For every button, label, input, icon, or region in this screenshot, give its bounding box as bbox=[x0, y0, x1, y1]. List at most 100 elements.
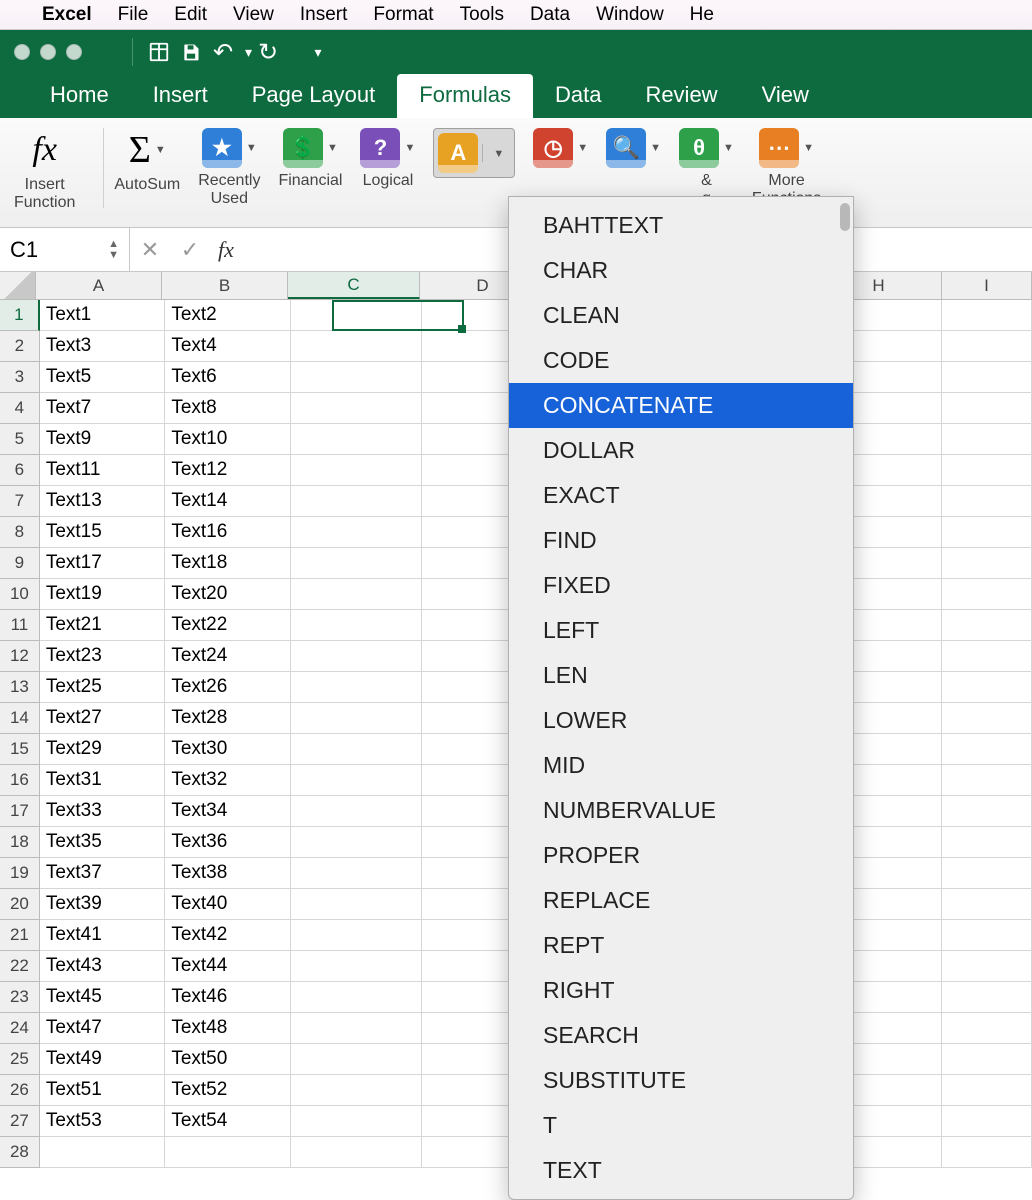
recently-used-button[interactable]: ★▼ Recently Used bbox=[198, 128, 260, 209]
cell[interactable]: Text33 bbox=[40, 796, 166, 827]
dropdown-item[interactable]: EXACT bbox=[509, 473, 853, 518]
chevron-down-icon[interactable]: ▼ bbox=[803, 142, 814, 154]
cell[interactable] bbox=[291, 641, 422, 672]
dropdown-item[interactable]: CONCATENATE bbox=[509, 383, 853, 428]
logical-button[interactable]: ?▼ Logical bbox=[360, 128, 415, 190]
cell[interactable] bbox=[291, 1044, 422, 1075]
cell[interactable] bbox=[291, 765, 422, 796]
lookup-button[interactable]: 🔍▼ bbox=[606, 128, 661, 168]
cell[interactable]: Text10 bbox=[165, 424, 291, 455]
cell[interactable]: Text20 bbox=[165, 579, 291, 610]
row-header[interactable]: 14 bbox=[0, 703, 40, 734]
cell[interactable]: Text53 bbox=[40, 1106, 166, 1137]
dropdown-item[interactable]: CODE bbox=[509, 338, 853, 383]
column-header[interactable]: B bbox=[162, 272, 288, 299]
cell[interactable]: Text2 bbox=[165, 300, 291, 331]
cell[interactable] bbox=[291, 796, 422, 827]
chevron-down-icon[interactable]: ▼ bbox=[404, 142, 415, 154]
dropdown-item[interactable]: CLEAN bbox=[509, 293, 853, 338]
cell[interactable] bbox=[942, 579, 1032, 610]
cell[interactable] bbox=[291, 486, 422, 517]
cell[interactable] bbox=[942, 331, 1032, 362]
row-header[interactable]: 26 bbox=[0, 1075, 40, 1106]
cell[interactable] bbox=[291, 393, 422, 424]
cell[interactable]: Text40 bbox=[165, 889, 291, 920]
chevron-down-icon[interactable]: ▼ bbox=[723, 142, 734, 154]
dropdown-item[interactable]: LOWER bbox=[509, 698, 853, 743]
mac-menu-item[interactable]: Tools bbox=[460, 4, 504, 25]
name-box[interactable]: C1 ▲▼ bbox=[0, 228, 130, 271]
fx-icon[interactable]: fx bbox=[218, 237, 234, 263]
cell[interactable]: Text5 bbox=[40, 362, 166, 393]
cell[interactable] bbox=[942, 1075, 1032, 1106]
cell[interactable]: Text23 bbox=[40, 641, 166, 672]
cell[interactable]: Text13 bbox=[40, 486, 166, 517]
cell[interactable]: Text47 bbox=[40, 1013, 166, 1044]
cell[interactable]: Text46 bbox=[165, 982, 291, 1013]
cell[interactable] bbox=[942, 1137, 1032, 1168]
mac-menu-item[interactable]: Format bbox=[373, 4, 433, 25]
cell[interactable]: Text29 bbox=[40, 734, 166, 765]
cell[interactable] bbox=[942, 300, 1032, 331]
cell[interactable] bbox=[942, 641, 1032, 672]
dropdown-item[interactable]: PROPER bbox=[509, 833, 853, 878]
column-header[interactable]: C bbox=[288, 272, 420, 299]
ribbon-tab-insert[interactable]: Insert bbox=[131, 74, 230, 118]
mac-menu-item[interactable]: File bbox=[118, 4, 149, 25]
dropdown-item[interactable]: REPLACE bbox=[509, 878, 853, 923]
cell[interactable]: Text25 bbox=[40, 672, 166, 703]
chevron-down-icon[interactable]: ▼ bbox=[577, 142, 588, 154]
dropdown-item[interactable]: FIND bbox=[509, 518, 853, 563]
row-header[interactable]: 2 bbox=[0, 331, 40, 362]
text-functions-button[interactable]: A ▼ bbox=[433, 128, 515, 178]
cell[interactable] bbox=[942, 951, 1032, 982]
cell[interactable] bbox=[291, 734, 422, 765]
cell[interactable]: Text51 bbox=[40, 1075, 166, 1106]
cell[interactable]: Text17 bbox=[40, 548, 166, 579]
dropdown-item[interactable]: TEXT bbox=[509, 1148, 853, 1193]
cell[interactable]: Text34 bbox=[165, 796, 291, 827]
cell[interactable] bbox=[291, 982, 422, 1013]
mac-menu-item[interactable]: Edit bbox=[174, 4, 207, 25]
financial-button[interactable]: 💲▼ Financial bbox=[278, 128, 342, 190]
cell[interactable] bbox=[942, 424, 1032, 455]
cell[interactable]: Text1 bbox=[40, 300, 166, 331]
chevron-down-icon[interactable]: ▼ bbox=[650, 142, 661, 154]
row-header[interactable]: 11 bbox=[0, 610, 40, 641]
cell[interactable]: Text37 bbox=[40, 858, 166, 889]
row-header[interactable]: 10 bbox=[0, 579, 40, 610]
cell[interactable]: Text45 bbox=[40, 982, 166, 1013]
cell[interactable] bbox=[942, 982, 1032, 1013]
dropdown-item[interactable]: MID bbox=[509, 743, 853, 788]
row-header[interactable]: 7 bbox=[0, 486, 40, 517]
cell[interactable]: Text21 bbox=[40, 610, 166, 641]
cell[interactable] bbox=[942, 610, 1032, 641]
cell[interactable]: Text16 bbox=[165, 517, 291, 548]
cancel-icon[interactable]: ✕ bbox=[130, 237, 170, 263]
cell[interactable] bbox=[942, 858, 1032, 889]
dropdown-scrollbar[interactable] bbox=[840, 203, 850, 1193]
cell[interactable]: Text31 bbox=[40, 765, 166, 796]
cell[interactable] bbox=[942, 393, 1032, 424]
cell[interactable]: Text3 bbox=[40, 331, 166, 362]
row-header[interactable]: 3 bbox=[0, 362, 40, 393]
row-header[interactable]: 27 bbox=[0, 1106, 40, 1137]
cell[interactable]: Text49 bbox=[40, 1044, 166, 1075]
cell[interactable] bbox=[291, 951, 422, 982]
row-header[interactable]: 1 bbox=[0, 300, 40, 331]
cell[interactable] bbox=[942, 1044, 1032, 1075]
ribbon-tab-review[interactable]: Review bbox=[623, 74, 739, 118]
cell[interactable]: Text30 bbox=[165, 734, 291, 765]
cell[interactable]: Text48 bbox=[165, 1013, 291, 1044]
cell[interactable]: Text52 bbox=[165, 1075, 291, 1106]
cell[interactable] bbox=[291, 1137, 422, 1168]
cell[interactable] bbox=[942, 796, 1032, 827]
cell[interactable] bbox=[165, 1137, 291, 1168]
cell[interactable] bbox=[942, 703, 1032, 734]
ribbon-tab-formulas[interactable]: Formulas bbox=[397, 74, 533, 118]
row-header[interactable]: 21 bbox=[0, 920, 40, 951]
cell[interactable] bbox=[291, 300, 422, 331]
cell[interactable] bbox=[291, 362, 422, 393]
workbook-icon[interactable] bbox=[143, 38, 175, 66]
cell[interactable]: Text35 bbox=[40, 827, 166, 858]
